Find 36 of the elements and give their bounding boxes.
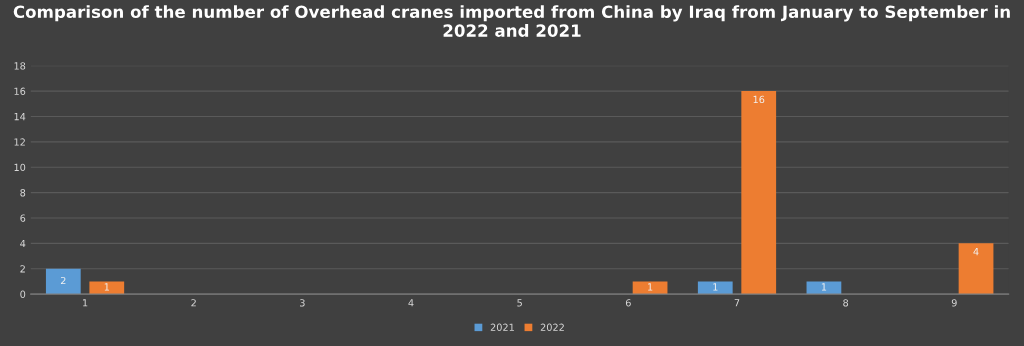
bar: [697, 281, 733, 295]
x-tick-label: 5: [517, 299, 522, 307]
y-tick-label: 16: [14, 87, 26, 95]
bar: [958, 243, 994, 295]
bar: [89, 281, 125, 295]
legend-label: 2021: [490, 323, 514, 331]
y-tick-label: 8: [20, 189, 26, 197]
y-tick-label: 2: [20, 265, 25, 273]
x-tick-label: 4: [408, 299, 414, 307]
data-label: 16: [753, 95, 765, 104]
bar: [632, 281, 668, 295]
data-label: 4: [973, 248, 979, 256]
y-tick-label: 18: [14, 62, 26, 70]
x-tick-label: 2: [191, 299, 196, 307]
data-label: 1: [821, 283, 827, 291]
x-tick-label: 8: [843, 299, 849, 307]
x-tick-label: 9: [951, 299, 957, 307]
y-tick-label: 12: [14, 138, 25, 146]
y-tick-label: 10: [14, 163, 26, 172]
y-tick-label: 14: [14, 113, 26, 121]
chart-title: Comparison of the number of Overhead cranes imported from China by Iraq from January to September in 2022 and 2021: [13, 5, 1010, 37]
bar: [741, 91, 777, 295]
y-tick-label: 6: [20, 214, 26, 222]
y-tick-label: 0: [20, 290, 26, 298]
bar: [806, 281, 842, 295]
data-label: 1: [713, 283, 718, 291]
legend-label: 2022: [540, 323, 564, 331]
data-label: 1: [648, 283, 653, 291]
x-tick-label: 3: [300, 299, 305, 307]
data-label: 1: [104, 283, 109, 291]
x-tick-label: 7: [734, 299, 740, 307]
y-tick-label: 4: [20, 239, 26, 248]
x-tick-label: 6: [625, 299, 631, 307]
data-label: 2: [60, 276, 66, 285]
x-tick-label: 1: [83, 299, 88, 307]
bar: [45, 268, 81, 295]
